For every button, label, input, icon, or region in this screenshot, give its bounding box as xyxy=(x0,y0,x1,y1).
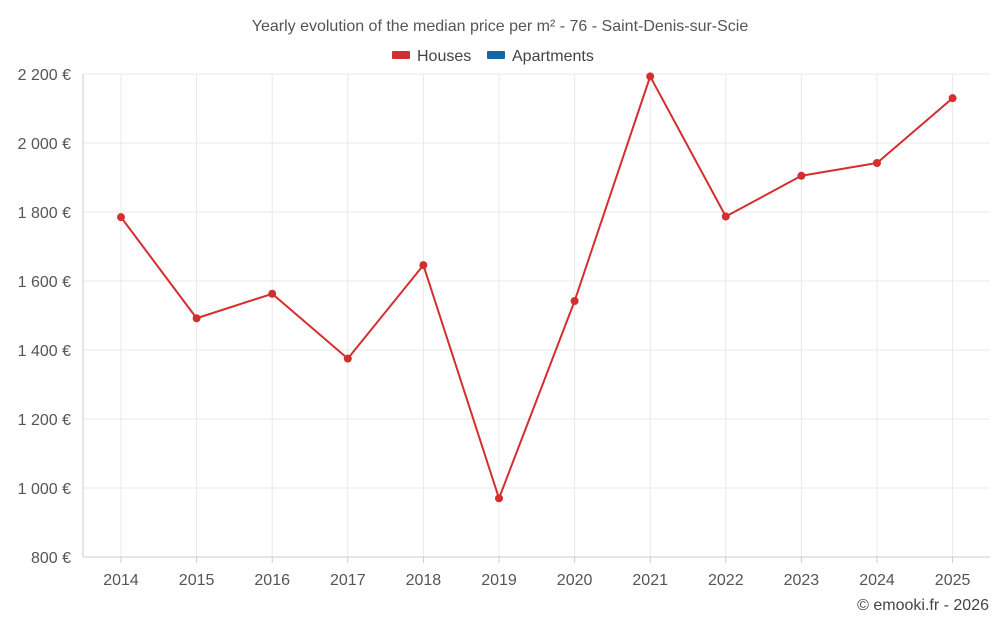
y-tick-label: 1 600 € xyxy=(18,274,71,291)
x-tick-label: 2020 xyxy=(557,572,593,589)
data-point-houses-2018[interactable] xyxy=(419,261,428,270)
data-point-houses-2021[interactable] xyxy=(646,72,655,81)
x-tick-label: 2021 xyxy=(632,572,668,589)
legend-label-houses[interactable]: Houses xyxy=(417,48,471,65)
data-points xyxy=(117,72,957,503)
x-tick-label: 2024 xyxy=(859,572,895,589)
data-point-houses-2022[interactable] xyxy=(721,212,730,221)
x-tick-label: 2022 xyxy=(708,572,744,589)
legend-swatch-apartments xyxy=(487,51,505,59)
x-tick-label: 2019 xyxy=(481,572,517,589)
data-point-houses-2020[interactable] xyxy=(570,297,579,306)
y-tick-label: 2 000 € xyxy=(18,136,71,153)
series-line-houses xyxy=(120,75,954,500)
y-tick-label: 1 000 € xyxy=(18,481,71,498)
chart-title: Yearly evolution of the median price per… xyxy=(252,18,749,35)
legend-label-apartments[interactable]: Apartments xyxy=(512,48,594,65)
credit-text: © emooki.fr - 2026 xyxy=(857,597,989,614)
data-point-houses-2016[interactable] xyxy=(268,289,277,298)
y-tick-label: 2 200 € xyxy=(18,67,71,84)
series-lines xyxy=(120,75,954,500)
x-tick-label: 2016 xyxy=(254,572,290,589)
data-point-houses-2024[interactable] xyxy=(873,159,881,168)
y-tick-label: 1 400 € xyxy=(18,343,71,360)
data-point-houses-2014[interactable] xyxy=(117,213,125,222)
x-tick-label: 2017 xyxy=(330,572,366,589)
data-point-houses-2019[interactable] xyxy=(495,494,503,503)
y-tick-label: 1 800 € xyxy=(18,205,71,222)
x-tick-label: 2015 xyxy=(179,572,215,589)
data-point-houses-2017[interactable] xyxy=(343,354,352,363)
axes xyxy=(82,74,990,563)
data-point-houses-2025[interactable] xyxy=(948,94,957,103)
x-tick-label: 2023 xyxy=(784,572,820,589)
y-axis-tick-labels: 800 € 1 000 € 1 200 € 1 400 € 1 600 € 1 800 €… xyxy=(18,67,71,567)
x-tick-label: 2014 xyxy=(103,572,139,589)
data-point-houses-2015[interactable] xyxy=(192,314,201,323)
legend: Houses Apartments xyxy=(392,48,594,65)
legend-swatch-houses xyxy=(392,51,410,59)
x-tick-label: 2025 xyxy=(935,572,971,589)
data-point-houses-2023[interactable] xyxy=(797,171,806,180)
grid-lines xyxy=(83,73,990,557)
y-tick-label: 800 € xyxy=(31,550,71,567)
x-axis-tick-labels: 2014 2015 2016 2017 2018 2019 2020 2021 2022 2023… xyxy=(103,572,970,589)
x-tick-label: 2018 xyxy=(406,572,442,589)
y-tick-label: 1 200 € xyxy=(18,412,71,429)
